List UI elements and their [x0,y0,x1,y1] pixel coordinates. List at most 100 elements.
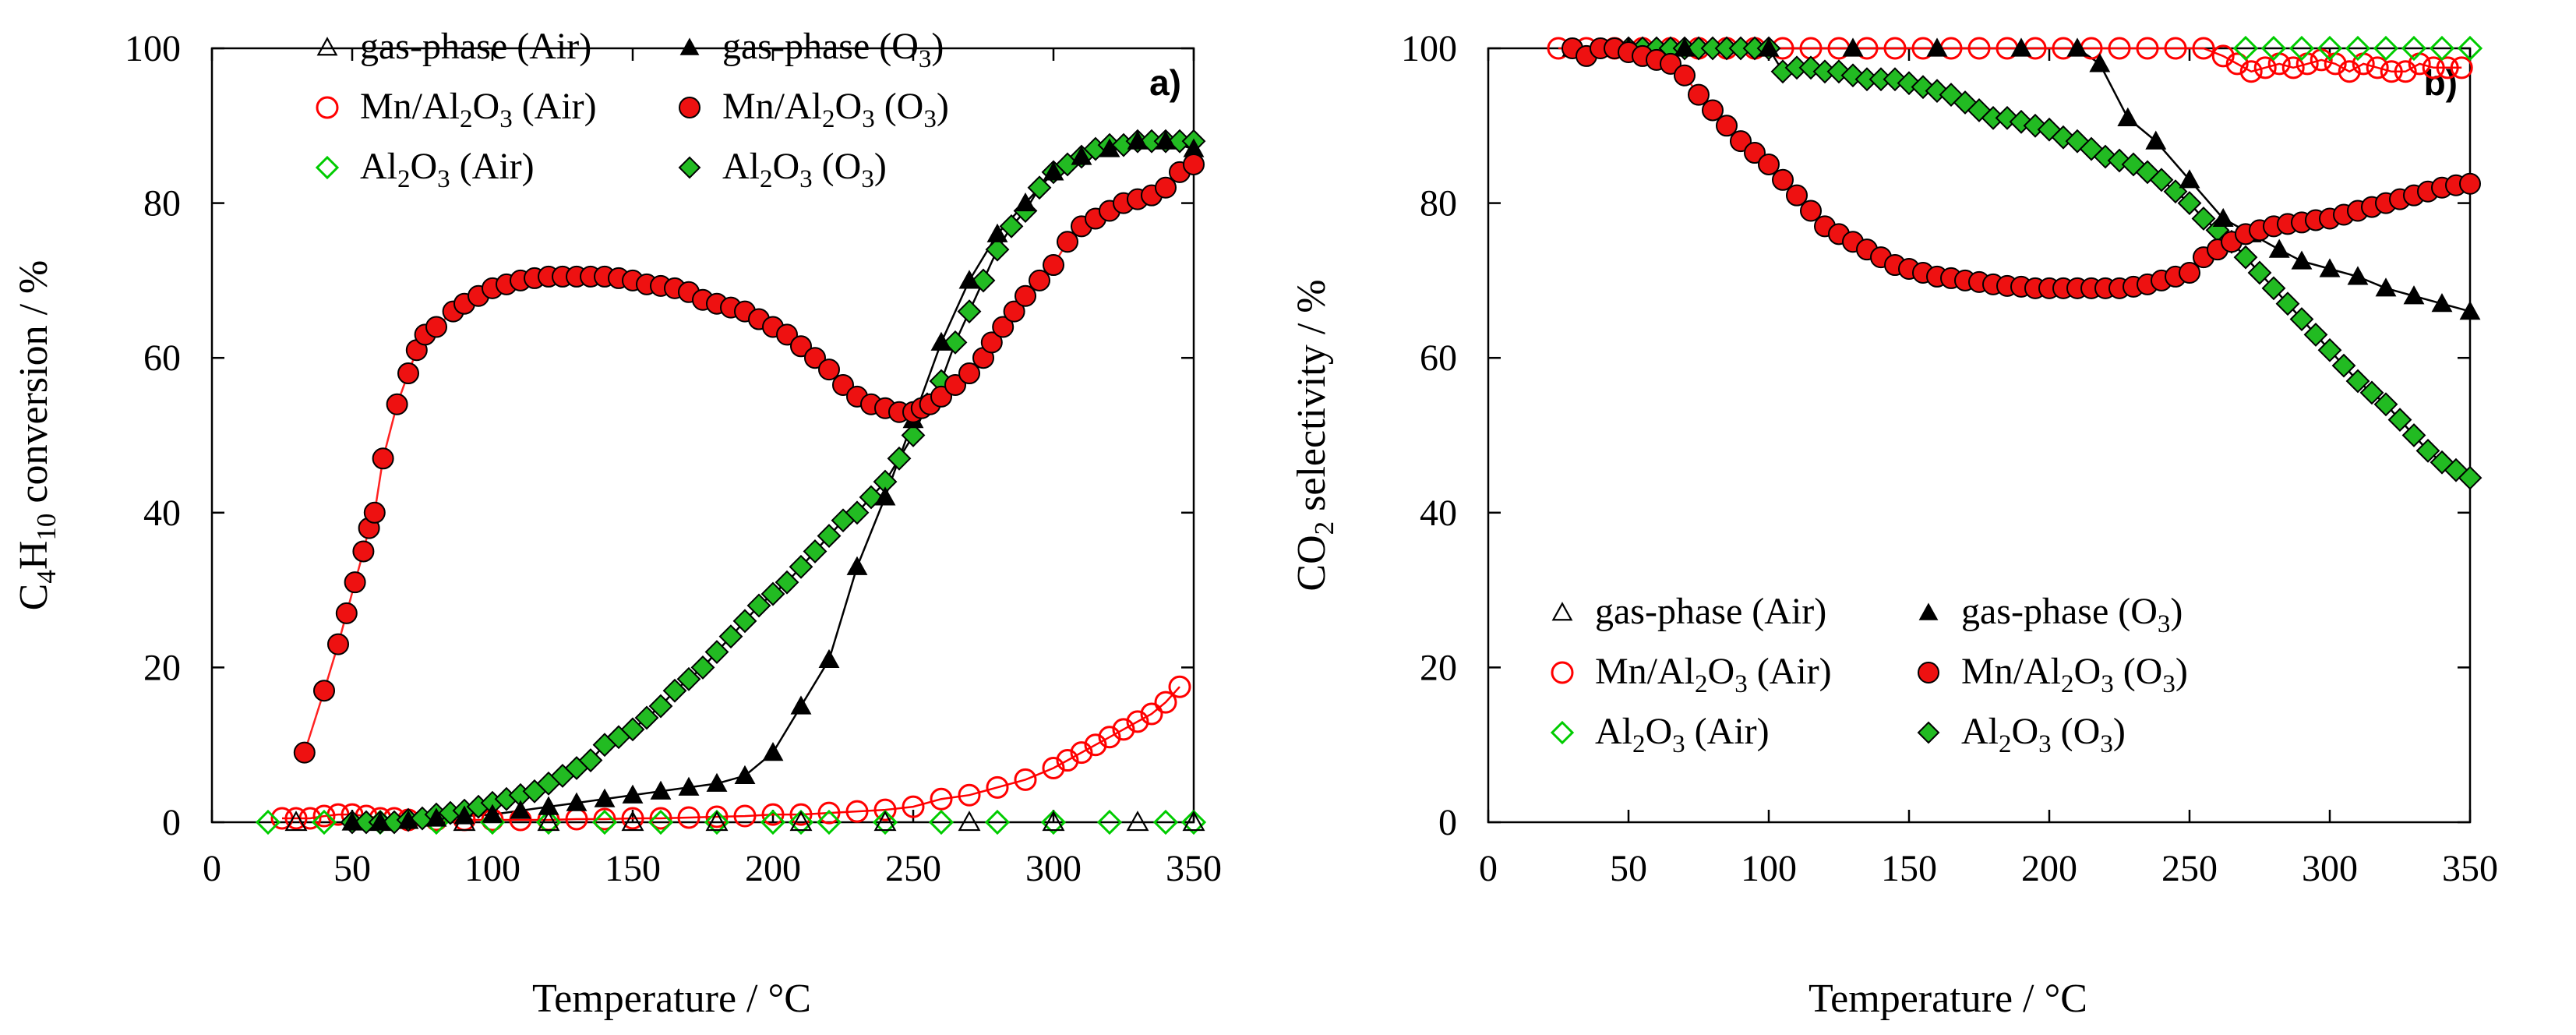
fit-line-al-o3 [1629,47,2471,479]
legend-marker-gas-air [316,37,338,56]
data-point-al-air [2317,35,2343,62]
panel-a: 0 50 100 150 200 250 300 350 0 20 40 60 80 100 Tempera… [12,26,1222,1021]
data-point-al-air [2373,35,2399,62]
data-point-mn-air [817,801,841,825]
legend-label-mn-o3: Mn/Al2O3 (O3) [1961,651,2188,698]
legend-entry-al-o3: Al2O3 (O3) [1917,711,2126,758]
legend-label-al-o3: Al2O3 (O3) [722,146,887,193]
data-point-mn-air [2211,44,2235,68]
data-point-gas-air [537,811,560,832]
x-tick-label: 100 [464,848,520,889]
data-point-al-o3 [775,570,799,595]
data-point-mn-o3 [2179,261,2200,284]
x-tick-label: 350 [1166,848,1222,889]
y-tick-label: 40 [1420,493,1457,534]
data-point-mn-air [312,804,336,828]
data-point-gas-o3 [341,811,363,831]
data-point-al-air [311,809,337,835]
data-point-mn-air [1883,37,1907,60]
data-point-mn-o3 [1660,52,1681,75]
data-point-mn-air [1112,718,1135,741]
data-point-gas-o3 [650,780,672,800]
data-point-mn-o3 [1183,153,1205,175]
data-point-al-o3 [620,717,645,742]
legend-entry-mn-air: Mn/Al2O3 (Air) [1551,651,1832,698]
data-point-al-o3 [789,554,813,579]
data-point-gas-o3 [369,811,391,831]
data-point-mn-air [649,807,672,830]
series-mn-o3 [293,153,1205,764]
data-point-gas-air [705,811,729,832]
data-point-gas-o3 [1758,37,1780,57]
data-point-gas-o3 [622,784,644,804]
data-point-al-air [984,809,1011,835]
data-point-gas-o3 [818,648,840,669]
x-axis-label: Temperature / °C [1808,977,2087,1021]
series-mn-air [270,675,1191,832]
y-tick-label: 60 [1420,337,1457,379]
data-point-mn-air [1140,702,1163,726]
data-point-gas-o3 [510,800,531,819]
data-point-mn-o3 [944,373,966,396]
data-point-gas-o3 [846,556,868,575]
data-point-gas-o3 [1842,37,1864,57]
data-point-gas-o3 [874,486,896,506]
data-point-gas-air [1182,811,1205,832]
data-point-gas-o3 [706,772,728,792]
y-tick-label: 80 [143,183,181,224]
y-tick-label: 60 [143,337,181,379]
data-point-al-air [1096,809,1123,835]
data-point-gas-o3 [1155,130,1177,150]
data-point-al-air [816,809,842,835]
series-gas-o3 [341,130,1205,831]
legend-label-gas-air: gas-phase (Air) [1595,591,1826,632]
data-point-al-o3 [2331,353,2356,378]
data-point-mn-o3 [327,633,349,655]
series-gas-air [284,811,1205,832]
data-point-al-o3 [2458,465,2482,490]
data-point-gas-o3 [1127,130,1149,150]
series-al-air [255,809,1207,835]
data-point-gas-o3 [2066,37,2088,57]
data-point-mn-o3 [352,540,375,563]
legend-entry-mn-air: Mn/Al2O3 (Air) [316,86,597,133]
x-tick-label: 250 [885,848,941,889]
panel-label: a) [1149,62,1181,103]
data-point-al-air [255,809,281,835]
fit-line-mn-o3 [303,163,1194,753]
legend-marker-al-air [315,155,340,180]
legend-label-al-o3: Al2O3 (O3) [1961,711,2126,758]
data-point-mn-o3 [818,359,840,381]
data-point-mn-o3 [1043,254,1064,277]
y-tick-label: 80 [1420,183,1457,224]
legend-marker-mn-air [1551,661,1574,684]
data-point-gas-o3 [2145,130,2167,150]
data-point-mn-air [845,800,869,823]
data-point-al-o3 [676,666,701,691]
fit-line-mn-air [282,686,1180,821]
legend-entry-gas-air: gas-phase (Air) [1551,591,1826,632]
data-point-al-air [1040,809,1067,835]
data-point-al-air [1180,809,1207,835]
legend-marker-al-o3 [1917,721,1940,744]
series-al-o3 [1616,36,2482,490]
legend-marker-al-o3 [678,156,701,179]
data-point-mn-air [1042,756,1065,779]
data-point-gas-o3 [397,810,419,829]
data-point-mn-air [958,783,981,807]
data-point-al-air [928,809,955,835]
legend-entry-gas-o3: gas-phase (O3) [1918,591,2183,638]
data-point-gas-o3 [1099,138,1120,157]
data-point-gas-o3 [453,805,475,825]
data-point-al-o3 [746,593,771,618]
data-point-gas-o3 [2319,258,2341,277]
data-point-gas-o3 [2212,207,2234,228]
data-point-mn-o3 [1800,200,1822,222]
data-point-gas-air [621,811,644,832]
data-point-mn-o3 [425,316,447,338]
data-point-al-o3 [760,581,785,606]
data-point-mn-o3 [958,362,980,385]
data-point-mn-air [761,803,785,826]
data-point-gas-o3 [2268,238,2290,258]
legend-entry-mn-o3: Mn/Al2O3 (O3) [679,86,949,133]
